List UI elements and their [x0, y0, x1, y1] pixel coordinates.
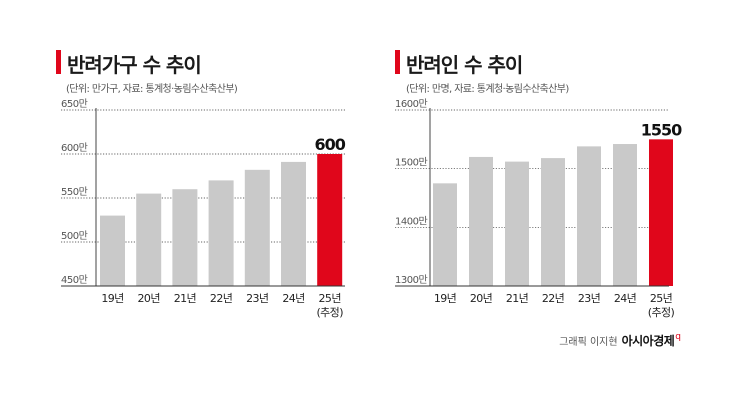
- title-accent-bar: [56, 50, 61, 74]
- y-tick-label: 1600만: [395, 98, 427, 110]
- y-tick-label: 650만: [61, 98, 88, 110]
- bar: [100, 215, 125, 286]
- x-tick-note: (추정): [648, 306, 675, 319]
- right-chart-panel: 반려인 수 추이 (단위: 만명, 자료: 통계청·농림수산축산부) 1300만…: [372, 0, 745, 401]
- x-tick-label: 23년: [578, 292, 600, 305]
- bar: [244, 169, 270, 286]
- data-label: 1550: [641, 120, 682, 139]
- credit-text: 그래픽 이지현: [559, 337, 618, 348]
- chart-subtitle: (단위: 만명, 자료: 통계청·농림수산축산부): [406, 84, 569, 95]
- bar: [541, 158, 565, 286]
- pet-households-bar-chart: 450만 500만 550만 600만 650만 19년 20년 21년 22년 23년 24년 25…: [61, 98, 347, 319]
- graphic-credit: 그래픽 이지현 아시아경제q: [559, 332, 681, 349]
- x-tick-label: 19년: [101, 292, 123, 305]
- y-tick-label: 1400만: [395, 215, 427, 227]
- x-tick-label: 22년: [542, 292, 564, 305]
- x-tick-label: 22년: [210, 292, 232, 305]
- pet-owners-bar-chart: 1300만 1400만 1500만 1600만 19년 20년 21년 22년 23년 24년 25…: [395, 98, 683, 319]
- title-accent-bar: [395, 50, 400, 74]
- x-tick-label: 24년: [614, 292, 636, 305]
- x-tick-label: 21년: [506, 292, 528, 305]
- y-tick-label: 500만: [61, 230, 88, 242]
- y-tick-label: 1300만: [395, 274, 427, 286]
- chart-title: 반려가구 수 추이: [67, 53, 202, 77]
- x-tick-note: (추정): [316, 306, 343, 319]
- x-tick-label: 23년: [246, 292, 268, 305]
- chart-subtitle: (단위: 만가구, 자료: 통계청·농림수산축산부): [66, 84, 238, 95]
- bar: [172, 189, 198, 286]
- x-tick-label: 24년: [282, 292, 304, 305]
- bar: [505, 161, 529, 286]
- x-tick-label: 25년: [650, 292, 672, 305]
- highlighted-bar: [317, 154, 343, 286]
- x-tick-label: 19년: [434, 292, 456, 305]
- bar: [469, 156, 493, 286]
- highlighted-bar: [649, 139, 673, 286]
- brand-mark-icon: q: [675, 332, 681, 342]
- bar: [433, 183, 457, 286]
- bar: [136, 193, 162, 286]
- bar: [577, 146, 601, 286]
- x-tick-label: 25년: [319, 292, 341, 305]
- x-tick-label: 20년: [470, 292, 492, 305]
- left-chart-panel: 반려가구 수 추이 (단위: 만가구, 자료: 통계청·농림수산축산부) 450…: [0, 0, 372, 401]
- x-tick-label: 21년: [174, 292, 196, 305]
- y-tick-label: 1500만: [395, 157, 427, 169]
- bar: [208, 180, 234, 286]
- y-tick-label: 550만: [61, 186, 88, 198]
- bar: [281, 161, 306, 286]
- y-tick-label: 450만: [61, 274, 88, 286]
- y-tick-label: 600만: [61, 142, 88, 154]
- data-label: 600: [314, 135, 345, 154]
- chart-title: 반려인 수 추이: [406, 53, 523, 77]
- bar: [613, 144, 637, 286]
- brand-logo: 아시아경제: [621, 334, 675, 348]
- x-tick-label: 20년: [138, 292, 160, 305]
